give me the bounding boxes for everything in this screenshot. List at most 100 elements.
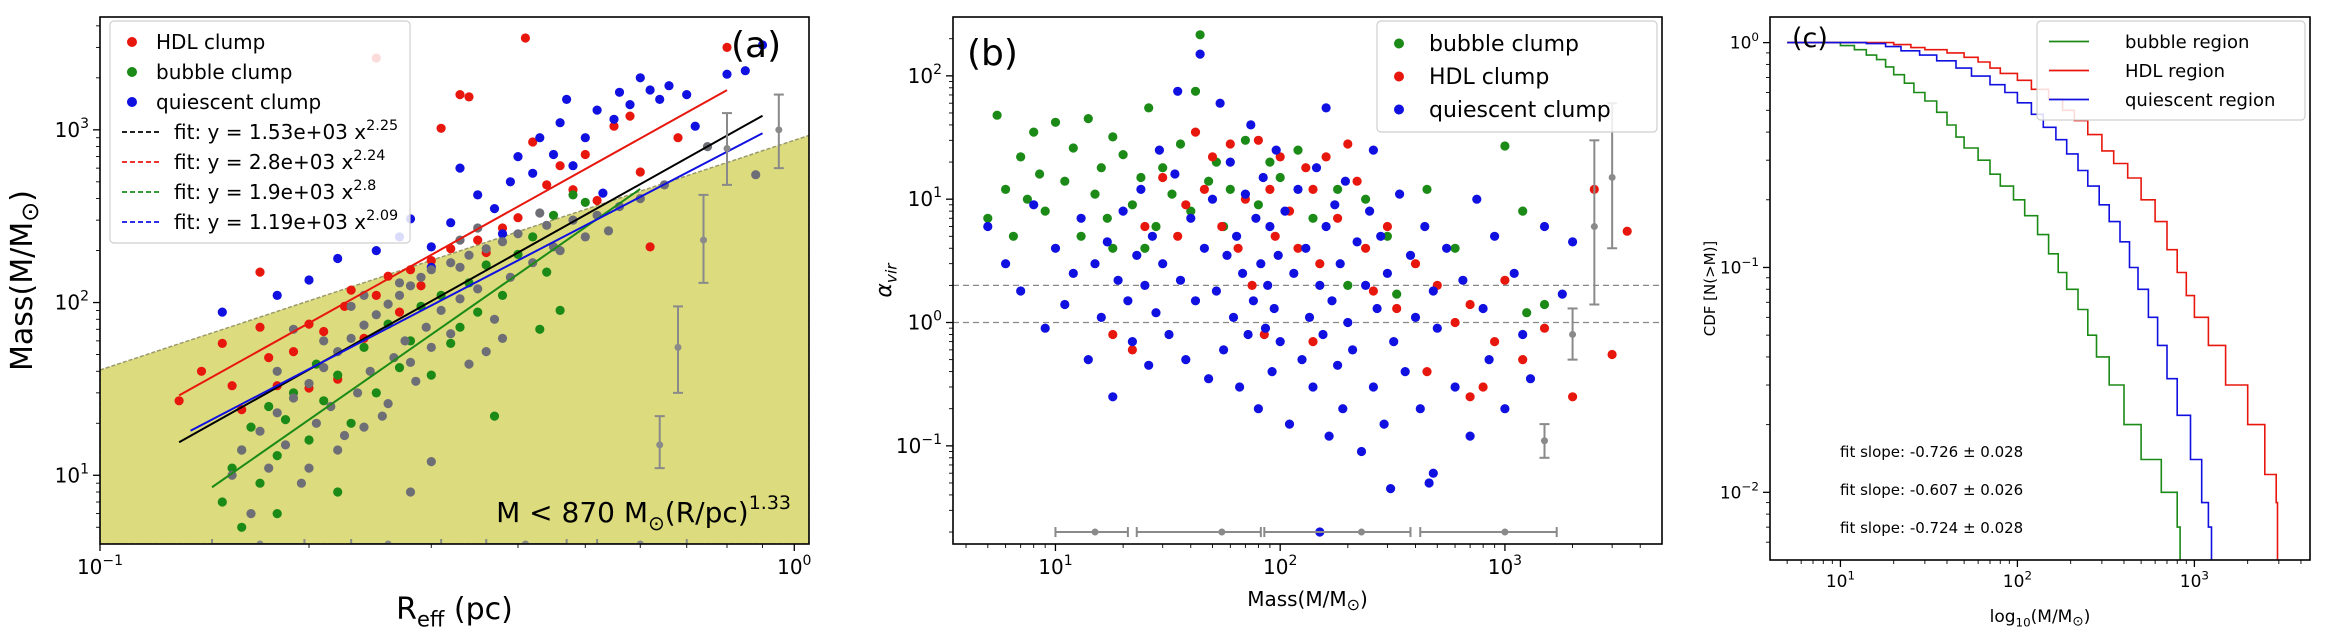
data-point [1368,145,1378,155]
data-point [1607,349,1617,360]
data-point [1204,374,1214,384]
data-point [1186,213,1196,223]
data-point [272,366,282,376]
data-point [346,285,356,295]
data-point [1151,221,1161,232]
data-point [1050,117,1061,127]
data-point [1539,323,1550,333]
data-point [280,440,291,450]
data-point [1222,250,1232,260]
data-point [288,347,299,357]
data-point [1465,299,1475,310]
data-point [272,451,282,461]
legend-label: HDL clump [1429,65,1549,90]
data-point [473,190,483,200]
data-point [568,190,578,200]
data-point [426,256,436,266]
data-point [421,322,431,332]
data-point [1568,237,1578,247]
data-point [416,272,426,282]
data-point [1247,280,1257,290]
data-point [1029,127,1039,137]
data-point [1186,206,1196,216]
y-tick-label: 102 [908,62,942,88]
data-point [1415,404,1425,414]
plot-area [953,30,1662,538]
data-point [1400,367,1410,377]
data-point [1140,243,1150,253]
legend-marker [127,37,137,47]
data-point [1422,367,1432,377]
data-point [394,307,405,317]
data-point [1365,206,1375,216]
plot-frame [1769,16,2311,561]
panel-label: (b) [967,33,1018,74]
data-point [497,290,508,300]
data-point [489,204,500,214]
data-point [1170,169,1180,179]
data-point [1304,312,1315,322]
data-point [1083,355,1093,365]
data-point [394,363,405,373]
data-point [237,405,247,415]
legend-label: fit: y = 2.8e+03 x2.24 [174,148,385,174]
data-point [371,246,381,256]
data-point [1217,221,1227,232]
panel-label: (c) [1792,23,1828,54]
data-point [1211,286,1221,296]
data-point [1207,152,1218,162]
data-point [1518,329,1528,340]
data-point [1123,296,1133,306]
y-axis-label: αvir [872,262,901,298]
plot-area [1787,41,2279,560]
data-point [489,314,500,324]
data-point [1335,259,1345,269]
data-point [304,275,314,285]
data-point [1343,317,1353,328]
series-line [1787,41,2213,560]
data-point [1144,360,1154,370]
x-tick-label: 10−1 [77,553,123,579]
data-point [1022,194,1032,204]
fit-line [178,114,764,444]
data-point [1127,200,1137,210]
data-point [992,110,1002,120]
legend-frame [2036,20,2306,121]
data-point [592,195,602,206]
data-point [436,123,446,133]
data-point [346,301,356,311]
data-point [1424,478,1434,488]
data-point [1368,382,1378,392]
data-point [1465,431,1475,441]
data-point [1522,308,1532,318]
data-point [455,322,465,332]
data-point [405,281,416,291]
data-point [1240,135,1250,145]
data-point [1158,172,1168,183]
data-point [1327,296,1337,306]
x-tick-label: 101 [1038,553,1072,579]
data-point [426,342,436,352]
x-tick-label: 102 [2003,568,2032,592]
data-point [1321,103,1331,113]
data-point [1207,194,1218,204]
data-point [1273,250,1283,260]
data-point [505,177,515,187]
data-point [255,478,265,488]
data-point [1190,296,1201,306]
legend-marker [1394,104,1404,115]
data-point [1484,355,1494,365]
data-point [1490,337,1500,347]
data-point [489,411,500,421]
data-point [1215,98,1225,108]
data-point [473,307,483,317]
data-point [690,121,700,131]
data-point [1235,382,1245,392]
data-point [1195,30,1205,40]
data-point [319,363,329,373]
data-point [1428,468,1438,478]
data-point [227,381,237,391]
data-point [528,137,538,147]
series-line [1787,41,2279,560]
data-point [535,208,545,218]
